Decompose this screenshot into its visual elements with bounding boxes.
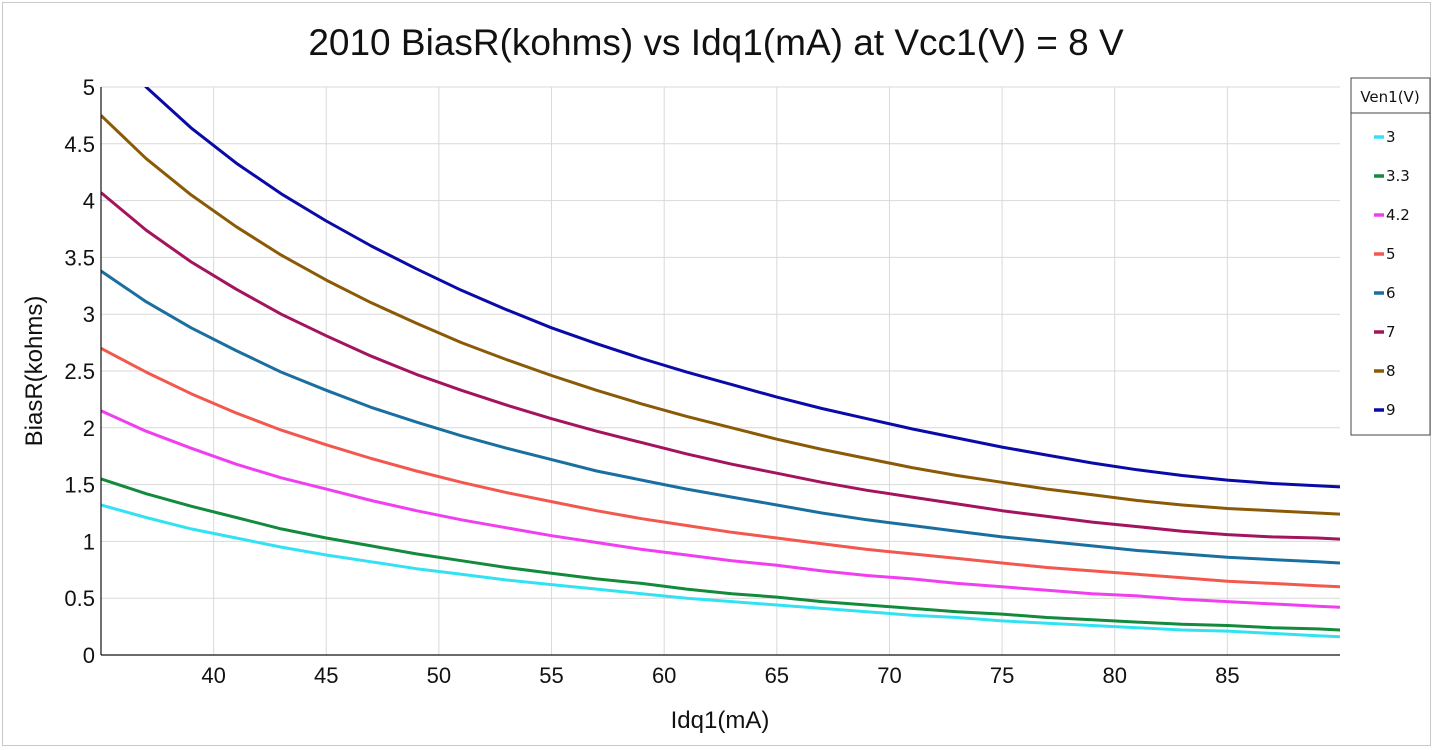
x-tick-label: 80 (1102, 663, 1126, 688)
legend-label-4.2: 4.2 (1386, 206, 1410, 224)
chart-title: 2010 BiasR(kohms) vs Idq1(mA) at Vcc1(V)… (308, 22, 1124, 63)
y-tick-label: 2.5 (64, 359, 95, 384)
x-tick-label: 65 (765, 663, 789, 688)
y-tick-label: 3.5 (64, 245, 95, 270)
x-tick-label: 60 (652, 663, 676, 688)
x-axis-label: Idq1(mA) (671, 707, 770, 734)
x-tick-label: 50 (427, 663, 451, 688)
series-line-3 (101, 503, 1340, 639)
x-tick-label: 55 (539, 663, 563, 688)
series-line-6 (101, 269, 1340, 565)
series-line-5 (101, 346, 1340, 589)
legend: Ven1(V) 3 3.3 4.2 5 6 7 8 9 (1350, 77, 1431, 436)
x-tick-label: 85 (1215, 663, 1239, 688)
y-tick-label: 2 (83, 416, 95, 441)
x-tick-label: 45 (314, 663, 338, 688)
y-tick-label: 1.5 (64, 473, 95, 498)
legend-label-3: 3 (1386, 128, 1396, 146)
x-tick-label: 70 (877, 663, 901, 688)
x-tick-label: 75 (990, 663, 1014, 688)
y-axis-label: BiasR(kohms) (21, 296, 48, 447)
legend-label-5: 5 (1386, 245, 1396, 263)
series-line-7 (101, 191, 1340, 541)
series-lines (101, 87, 1340, 639)
y-tick-label: 3 (83, 302, 95, 327)
y-tick-label: 4.5 (64, 132, 95, 157)
legend-label-6: 6 (1386, 284, 1396, 302)
legend-label-7: 7 (1386, 323, 1396, 341)
grid (101, 86, 1340, 655)
y-tick-label: 4 (83, 189, 95, 214)
series-line-8 (101, 114, 1340, 516)
legend-label-3.3: 3.3 (1386, 167, 1410, 185)
axes (100, 87, 1340, 656)
series-line-4.2 (101, 409, 1340, 609)
legend-box (1350, 77, 1431, 436)
tick-labels: 0 0.5 1 1.5 2 2.5 3 3.5 4 4.5 5 40 45 50 55 60 65 70 75 80 8… (64, 75, 1239, 688)
legend-label-9: 9 (1386, 401, 1396, 419)
y-tick-label: 1 (83, 529, 95, 554)
legend-title: Ven1(V) (1360, 88, 1419, 106)
legend-label-8: 8 (1386, 362, 1396, 380)
y-tick-label: 0.5 (64, 586, 95, 611)
series-line-3.3 (101, 477, 1340, 632)
y-tick-label: 0 (83, 643, 95, 668)
x-tick-label: 40 (201, 663, 225, 688)
series-line-9 (144, 87, 1340, 489)
y-tick-label: 5 (83, 75, 95, 100)
